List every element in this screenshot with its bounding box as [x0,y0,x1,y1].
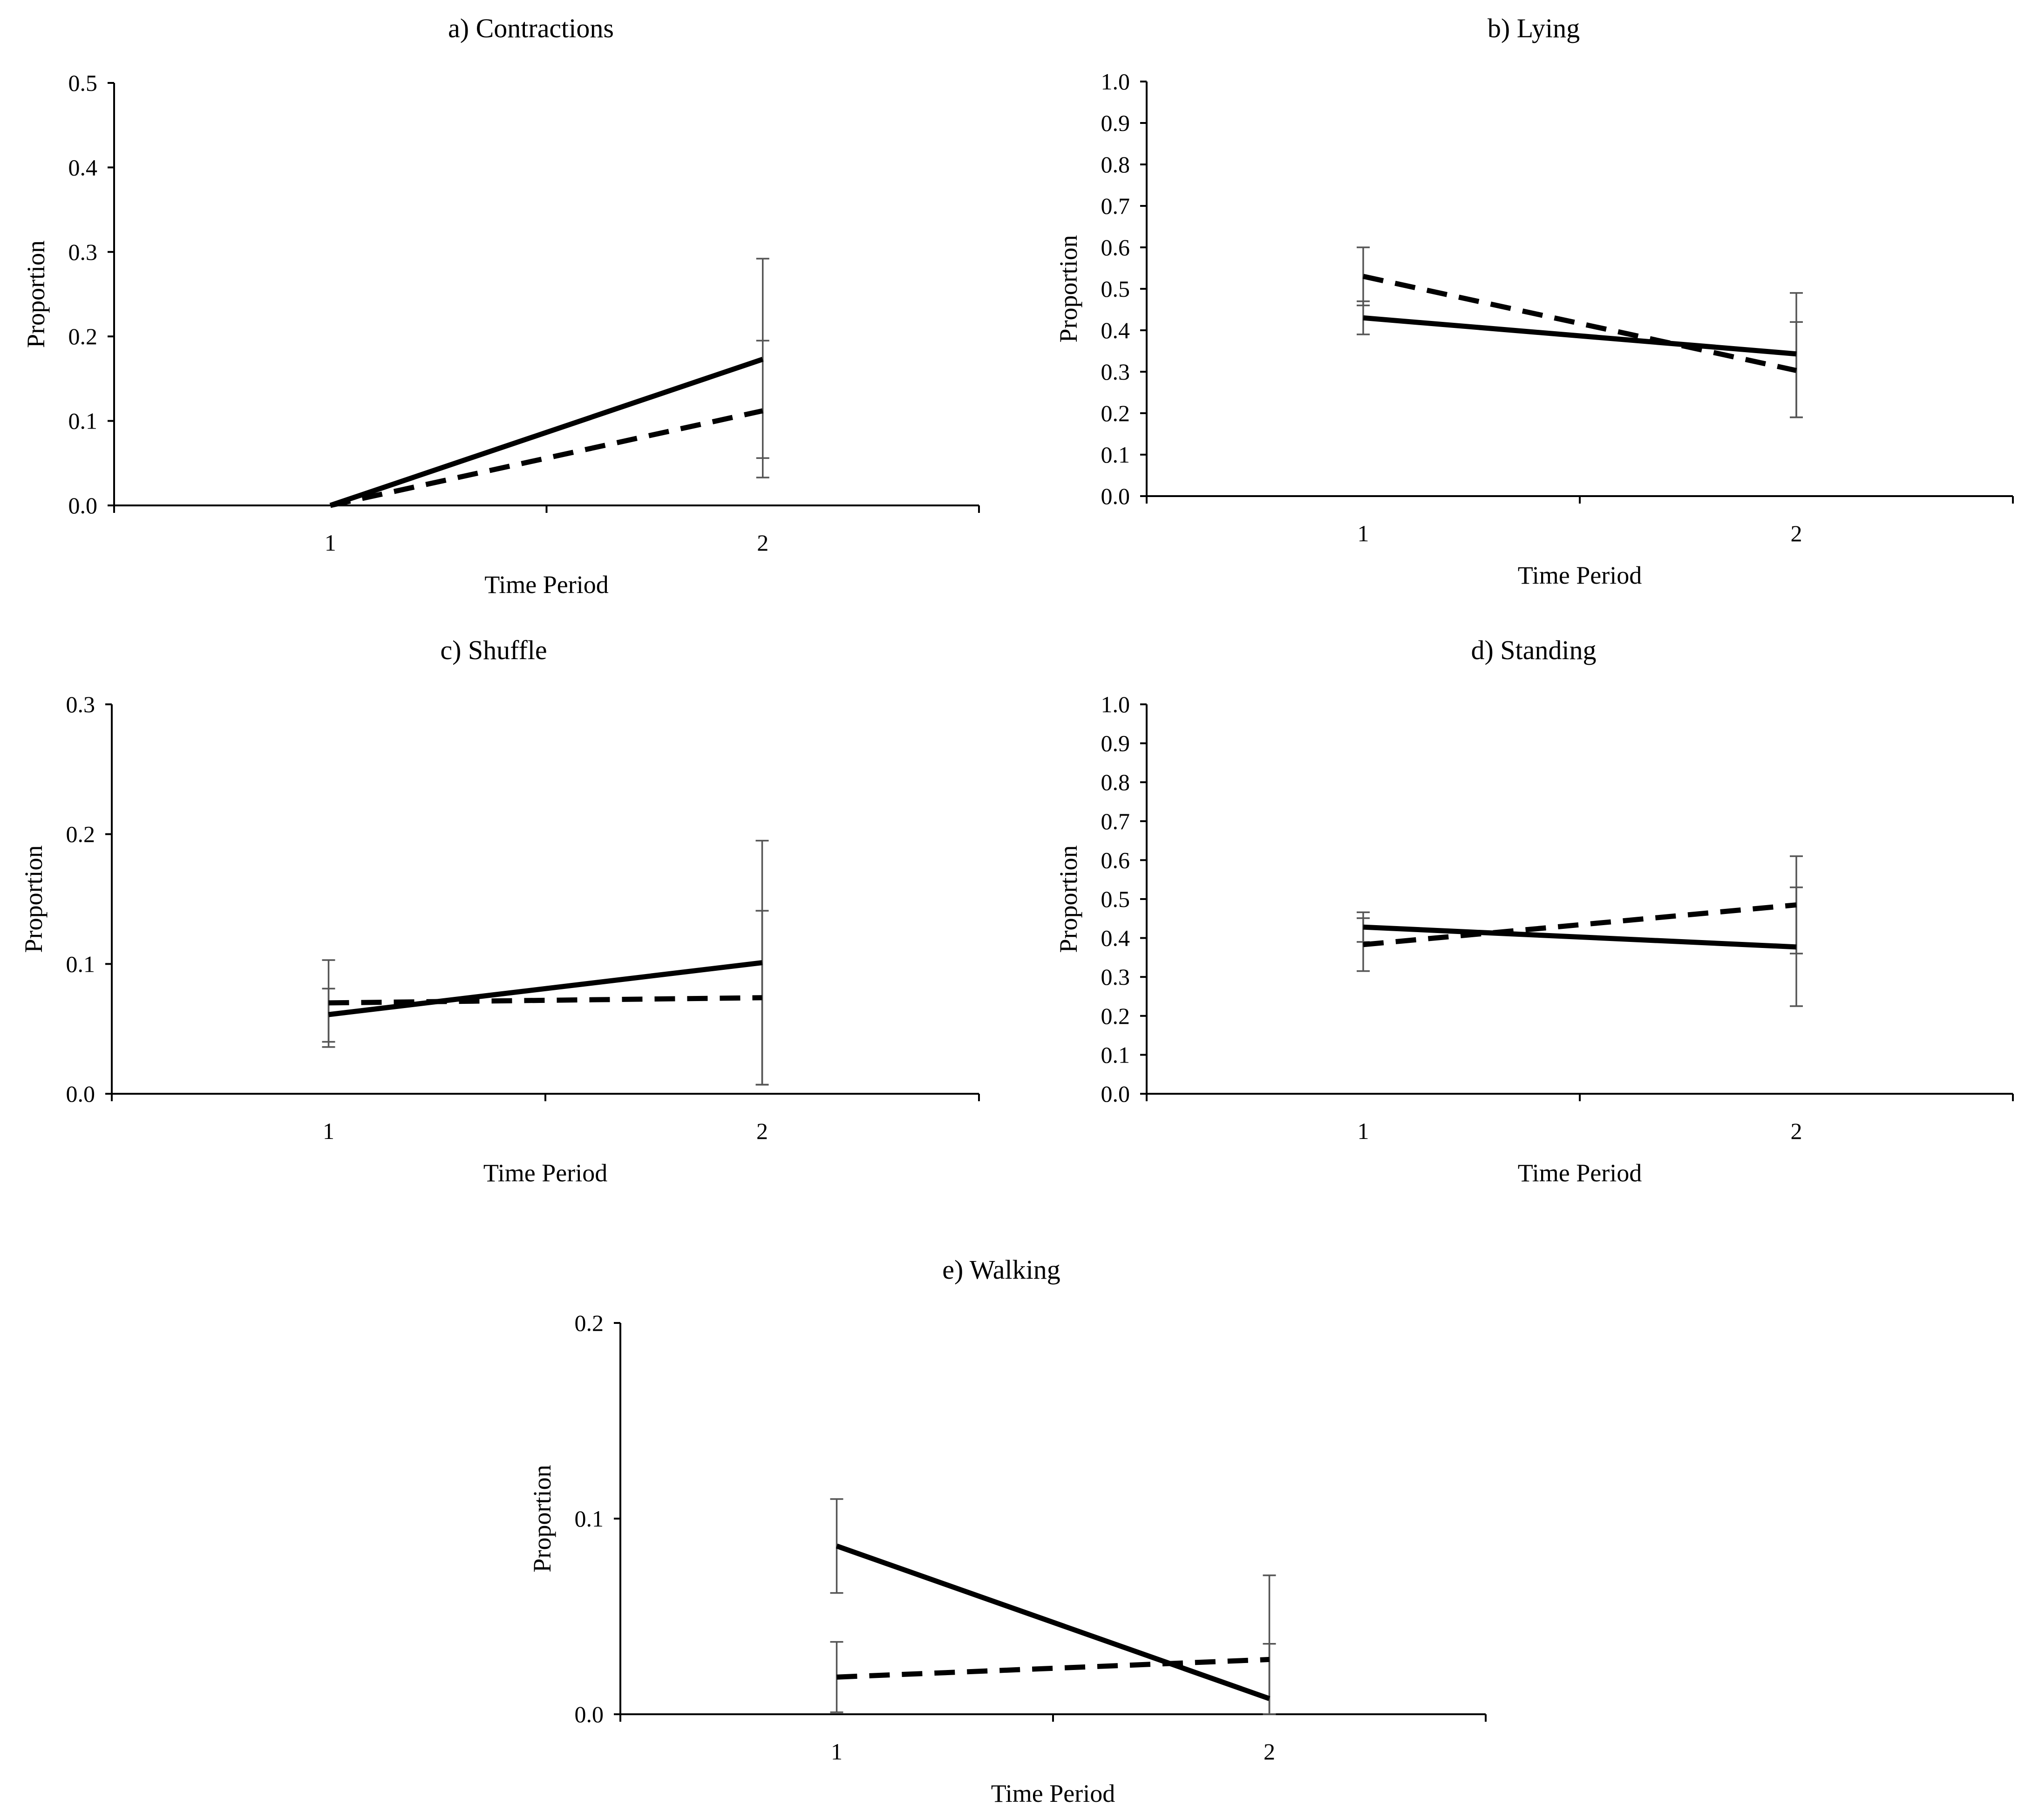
y-tick-label: 0.0 [66,1081,95,1107]
x-tick-label: 2 [756,1118,768,1144]
y-tick-label: 0.0 [575,1701,604,1727]
y-tick-label: 0.3 [1101,359,1130,385]
x-tick-label: 1 [1358,1118,1369,1144]
y-tick-label: 0.2 [1101,1003,1130,1029]
x-tick-label: 1 [831,1738,843,1765]
panel-c-shuffle: c) Shuffle 0.0 0.1 0.2 0.3 1 2 Time Period Propo… [20,635,980,1187]
y-tick-label: 0.2 [68,323,98,349]
y-tick-label: 1.0 [1101,691,1130,717]
y-tick-label: 0.3 [1101,964,1130,990]
y-tick-label: 0.5 [68,70,98,96]
x-tick-label: 2 [1791,1118,1802,1144]
y-tick-label: 0.5 [1101,276,1130,302]
y-tick-label: 0.3 [66,691,95,717]
panel-e-walking: e) Walking 0.0 0.1 0.2 1 2 Time Period Proporti… [528,1254,1487,1807]
y-tick-label: 0.1 [575,1506,604,1532]
y-axis-label: Proportion [1054,845,1082,953]
series-line-solid [329,356,764,508]
panel-title: e) Walking [942,1254,1060,1285]
panel-a-contractions: a) Contractions 0.0 0.1 0.2 0.3 0.4 0.5 1 2 Time … [22,13,980,599]
series-line-dashed [1362,273,1797,373]
y-tick-label: 0.4 [1101,925,1130,951]
panel-d-standing: d) Standing 0.0 0.1 0.2 0.3 0.4 0.5 0.6 0.7 0.8 0.… [1054,635,2014,1187]
x-axis-label: Time Period [483,1159,608,1187]
y-tick-label: 0.1 [1101,1042,1130,1068]
series-line-dashed [836,1656,1270,1680]
x-tick-label: 1 [1358,520,1369,546]
series-line-solid [328,960,763,1017]
y-tick-label: 0.3 [68,239,98,265]
y-tick-label: 0.6 [1101,847,1130,873]
y-tick-label: 0.8 [1101,769,1130,795]
series-line-solid [1363,924,1797,950]
y-tick-label: 0.5 [1101,886,1130,912]
y-tick-label: 0.2 [66,821,95,847]
y-tick-label: 0.0 [1101,483,1130,509]
series-line-dashed [328,995,762,1006]
x-tick-label: 1 [325,530,336,556]
y-axis-label: Proportion [1054,235,1082,342]
x-tick-label: 2 [1791,520,1802,546]
y-tick-label: 0.4 [68,154,98,180]
y-axis-label: Proportion [20,845,48,953]
panel-title: a) Contractions [448,13,614,43]
panel-title: d) Standing [1471,635,1596,665]
y-axis-label: Proportion [22,240,50,348]
y-tick-label: 0.2 [575,1310,604,1336]
y-tick-label: 0.1 [1101,442,1130,468]
y-tick-label: 0.8 [1101,151,1130,177]
panel-title: b) Lying [1488,13,1580,43]
x-tick-label: 2 [757,530,768,556]
series-line-solid [1363,315,1797,357]
y-tick-label: 0.9 [1101,730,1130,757]
y-tick-label: 0.9 [1101,110,1130,136]
y-tick-label: 0.1 [66,951,95,977]
x-axis-label: Time Period [991,1779,1115,1807]
y-tick-label: 0.7 [1101,808,1130,834]
y-tick-label: 0.2 [1101,400,1130,426]
x-tick-label: 2 [1264,1738,1275,1765]
series-line-dashed [1363,902,1797,947]
x-tick-label: 1 [323,1118,334,1144]
y-tick-label: 1.0 [1101,68,1130,95]
panel-b-lying: b) Lying 0.0 0.1 0.2 0.3 0.4 0.5 0.6 0.7 0.8 0.9 1.… [1054,13,2014,589]
x-axis-label: Time Period [1518,1159,1642,1187]
y-axis-label: Proportion [528,1465,556,1572]
y-tick-label: 0.0 [1101,1081,1130,1107]
series-line-dashed [330,408,763,508]
x-axis-label: Time Period [484,571,609,599]
y-tick-label: 0.6 [1101,234,1130,260]
panel-title: c) Shuffle [440,635,547,665]
series-line-solid [836,1543,1271,1701]
y-tick-label: 0.0 [68,492,98,518]
y-tick-label: 0.1 [68,408,98,434]
y-tick-label: 0.4 [1101,317,1130,343]
y-tick-label: 0.7 [1101,193,1130,219]
x-axis-label: Time Period [1518,561,1642,589]
